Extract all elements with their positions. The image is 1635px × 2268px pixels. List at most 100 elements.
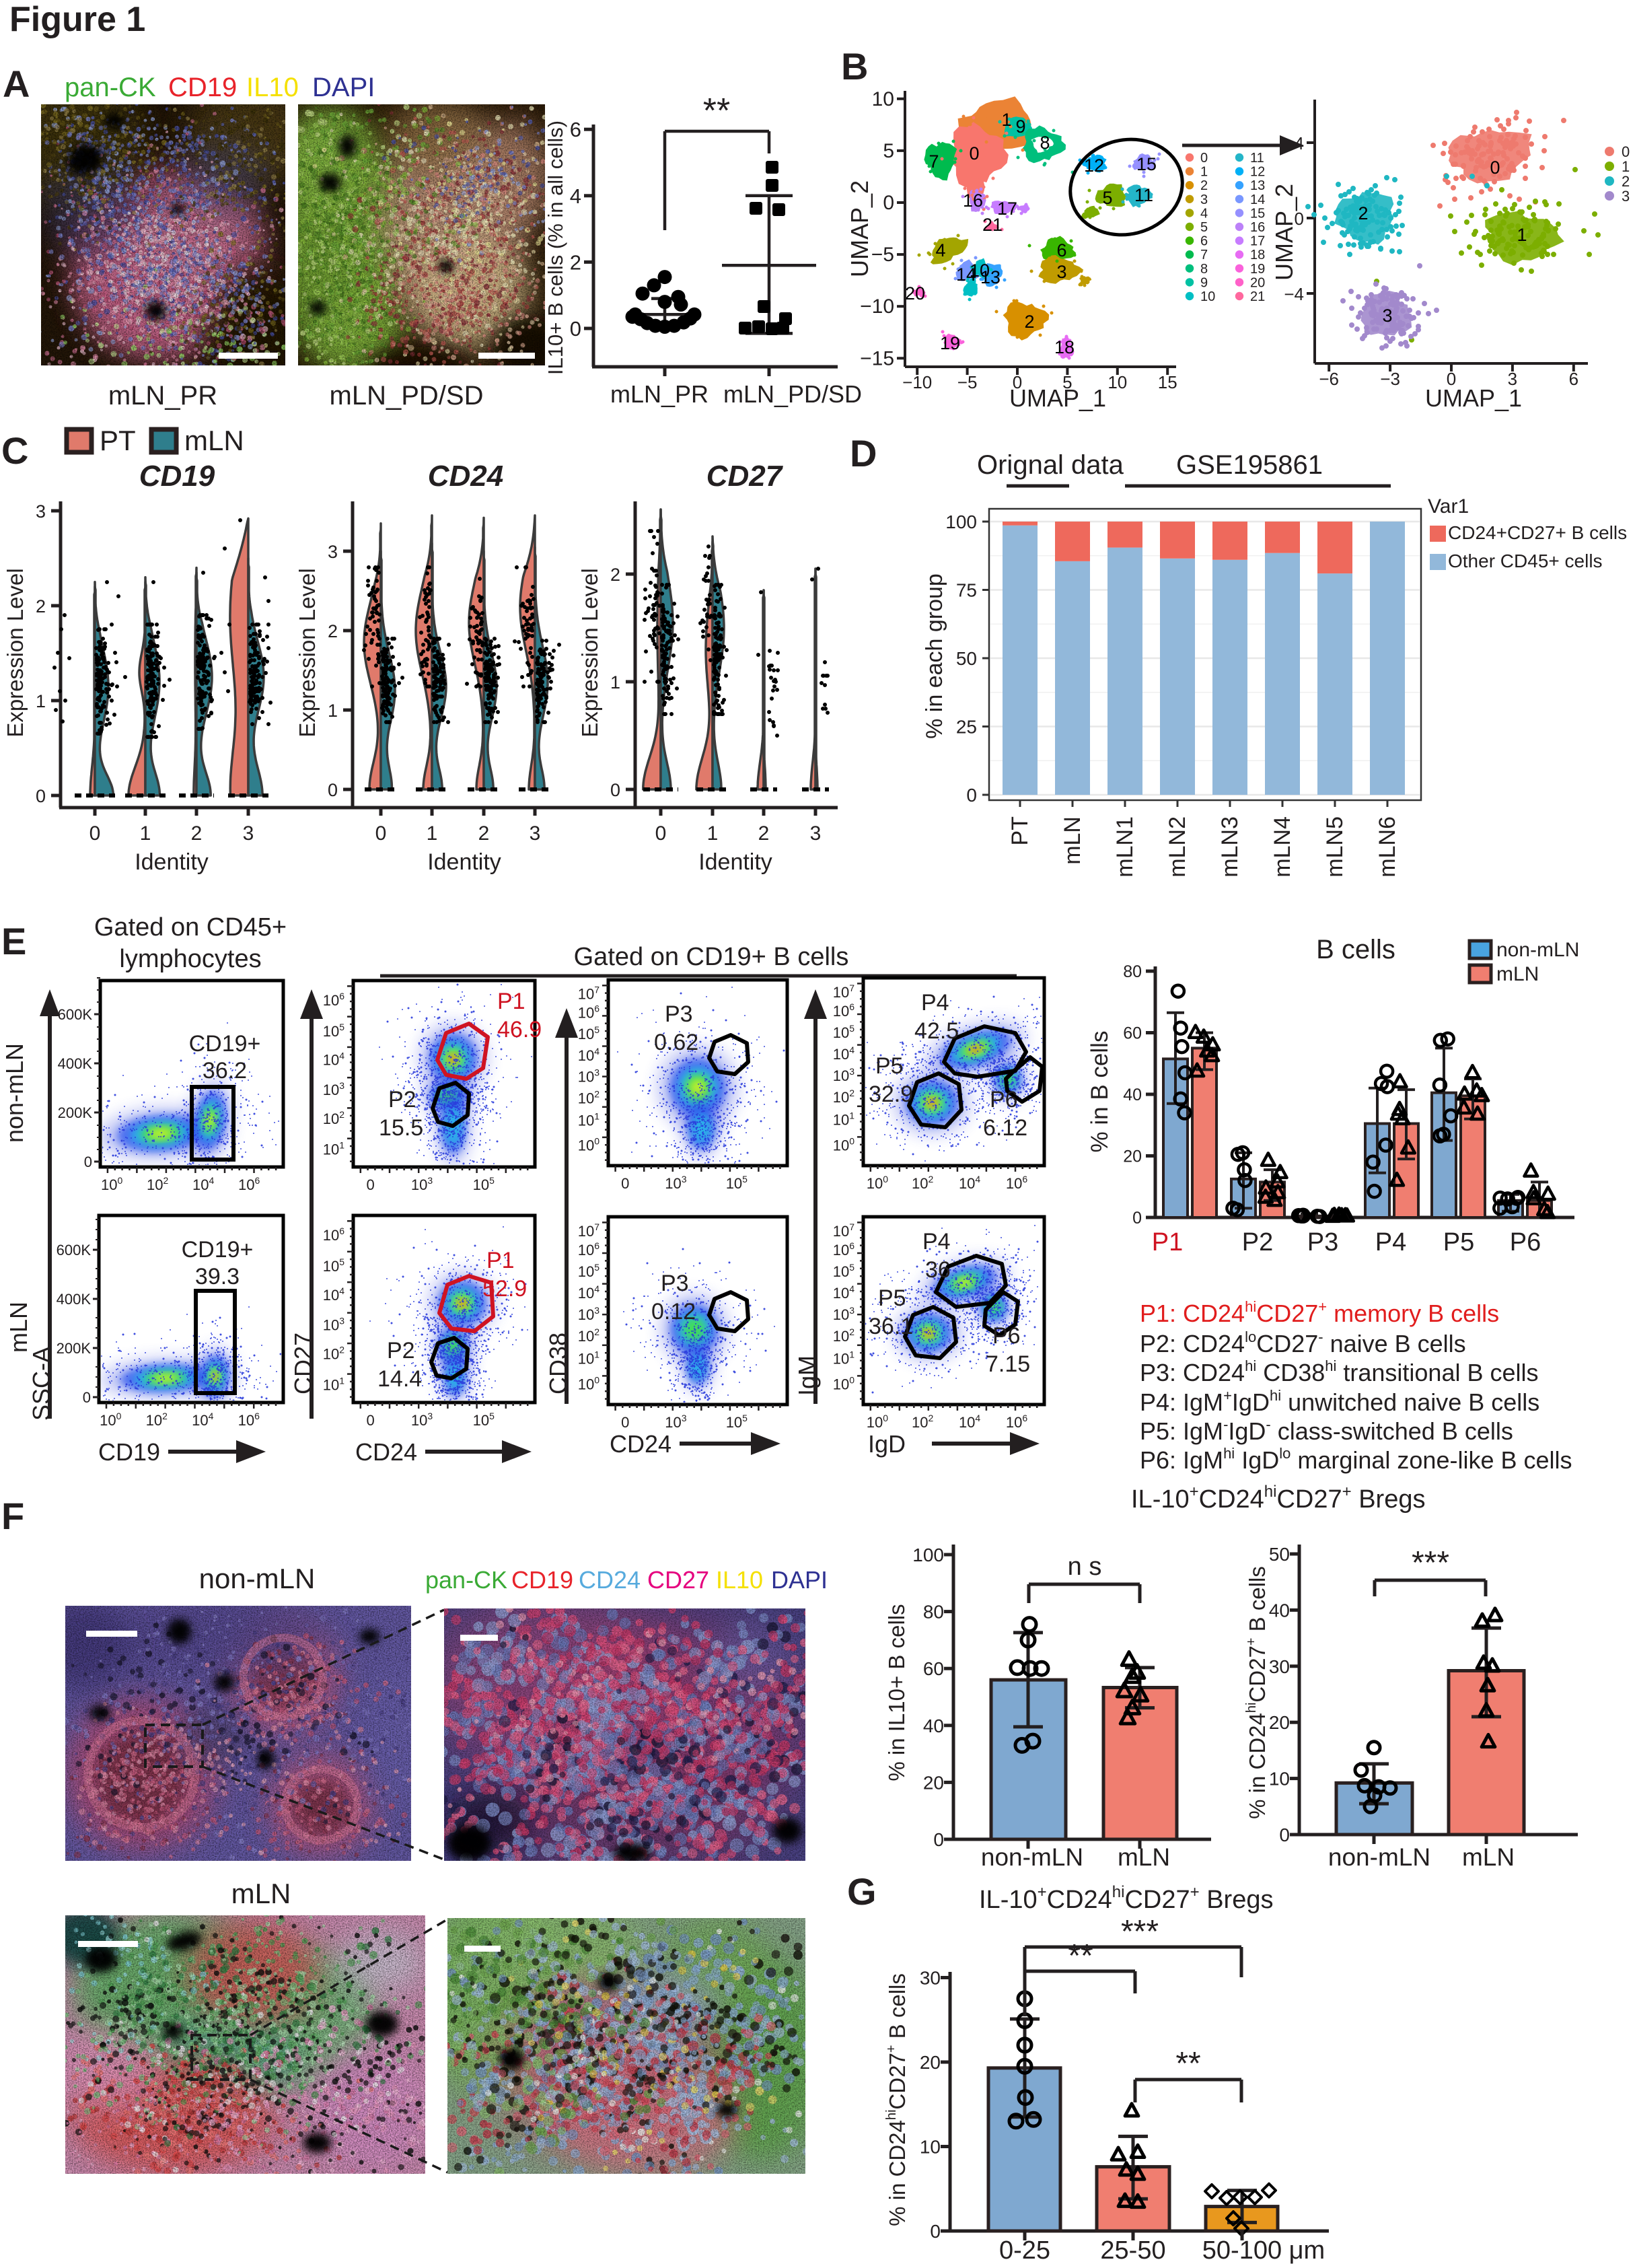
svg-text:4: 4 [935, 240, 945, 260]
svg-text:16: 16 [963, 190, 983, 211]
svg-text:15: 15 [1158, 372, 1177, 392]
svg-text:mLN: mLN [1496, 963, 1539, 985]
svg-text:mLN_PD/SD: mLN_PD/SD [330, 381, 484, 411]
svg-text:1: 1 [36, 691, 46, 711]
svg-text:15: 15 [1136, 154, 1157, 174]
svg-text:UMAP_2: UMAP_2 [846, 180, 873, 277]
svg-text:21: 21 [1250, 289, 1265, 304]
svg-text:0: 0 [328, 780, 338, 800]
svg-text:mLN_PR: mLN_PR [610, 380, 708, 408]
svg-text:UMAP_2: UMAP_2 [1270, 184, 1298, 281]
svg-text:mLN: mLN [231, 1878, 291, 1909]
svg-text:% in CD24hiCD27+ B cells: % in CD24hiCD27+ B cells [884, 1973, 910, 2226]
svg-text:−15: −15 [860, 347, 894, 369]
svg-text:400K: 400K [58, 1055, 93, 1072]
svg-text:mLN: mLN [5, 1302, 32, 1353]
svg-text:60: 60 [923, 1658, 944, 1679]
svg-text:17: 17 [997, 199, 1017, 219]
svg-text:PT: PT [100, 425, 136, 456]
svg-text:11: 11 [1250, 151, 1264, 166]
svg-text:1: 1 [328, 701, 338, 721]
svg-text:36.2: 36.2 [203, 1058, 247, 1084]
svg-text:n s: n s [1068, 1553, 1102, 1581]
svg-text:E: E [1, 920, 26, 962]
svg-text:CD19: CD19 [98, 1438, 160, 1466]
svg-text:8: 8 [1040, 133, 1050, 153]
svg-text:non-mLN: non-mLN [981, 1843, 1083, 1871]
svg-text:0.12: 0.12 [651, 1299, 696, 1324]
svg-text:P5: P5 [878, 1285, 906, 1311]
svg-text:1: 1 [1001, 110, 1011, 130]
svg-text:5: 5 [883, 140, 894, 162]
svg-text:105: 105 [578, 1024, 600, 1042]
svg-text:0: 0 [930, 2221, 941, 2242]
svg-text:0: 0 [1013, 372, 1022, 392]
svg-text:5: 5 [1200, 220, 1208, 235]
svg-text:10: 10 [1107, 372, 1127, 392]
svg-text:18: 18 [1054, 337, 1075, 357]
svg-text:P1: CD24hiCD27+ memory B cells: P1: CD24hiCD27+ memory B cells [1140, 1298, 1499, 1327]
svg-text:50-100 μm: 50-100 μm [1202, 2236, 1325, 2265]
svg-text:Figure 1: Figure 1 [9, 0, 145, 39]
svg-text:IL-10+CD24hiCD27+ Bregs: IL-10+CD24hiCD27+ Bregs [979, 1883, 1273, 1914]
svg-text:mLN5: mLN5 [1322, 816, 1348, 878]
svg-text:mLN: mLN [1462, 1843, 1515, 1871]
svg-text:P1: P1 [1152, 1228, 1183, 1256]
svg-text:P3: P3 [665, 1001, 693, 1027]
svg-text:0: 0 [1490, 157, 1500, 178]
svg-text:CD27: CD27 [647, 1566, 709, 1594]
svg-text:Identity: Identity [427, 849, 501, 875]
svg-text:0: 0 [621, 1175, 629, 1192]
svg-text:−3: −3 [1380, 369, 1400, 389]
svg-text:−6: −6 [1319, 369, 1339, 389]
svg-text:80: 80 [923, 1602, 944, 1623]
svg-text:46.9: 46.9 [497, 1017, 542, 1042]
svg-text:32.9: 32.9 [869, 1082, 913, 1107]
svg-text:Gated on CD19+ B cells: Gated on CD19+ B cells [574, 943, 849, 971]
svg-text:2: 2 [1024, 312, 1034, 332]
svg-text:P4: P4 [921, 990, 949, 1016]
svg-text:104: 104 [833, 1044, 855, 1063]
svg-text:2: 2 [758, 822, 770, 845]
svg-text:40: 40 [1123, 1086, 1142, 1104]
svg-text:−4: −4 [1284, 284, 1304, 304]
svg-text:36.1: 36.1 [869, 1314, 913, 1339]
svg-text:CD19: CD19 [168, 73, 237, 102]
svg-text:0: 0 [89, 822, 101, 845]
svg-text:IL10: IL10 [716, 1566, 763, 1594]
svg-text:**: ** [703, 92, 730, 131]
svg-text:P4: P4 [922, 1229, 951, 1254]
svg-text:P1: P1 [497, 989, 525, 1014]
svg-text:40: 40 [923, 1715, 944, 1736]
svg-text:CD19: CD19 [139, 460, 215, 493]
svg-text:mLN: mLN [1060, 816, 1085, 865]
svg-text:75: 75 [956, 580, 977, 601]
svg-text:***: *** [1412, 1545, 1449, 1581]
svg-text:0: 0 [1200, 151, 1208, 166]
svg-text:6.12: 6.12 [983, 1115, 1027, 1141]
svg-text:4: 4 [1295, 133, 1304, 153]
svg-text:12: 12 [1084, 155, 1104, 176]
svg-text:UMAP_1: UMAP_1 [1425, 384, 1522, 412]
svg-text:105: 105 [323, 1022, 344, 1040]
svg-text:P3: P3 [661, 1271, 689, 1296]
svg-text:2: 2 [191, 822, 203, 845]
svg-text:2: 2 [610, 565, 620, 585]
svg-text:mLN: mLN [184, 425, 244, 456]
svg-text:P5: P5 [875, 1053, 904, 1079]
svg-text:% in IL10+ B cells: % in IL10+ B cells [884, 1604, 909, 1781]
svg-text:% in each group: % in each group [922, 573, 947, 739]
svg-text:CD27: CD27 [706, 460, 784, 493]
svg-text:1: 1 [1622, 158, 1630, 175]
svg-text:52.9: 52.9 [482, 1276, 527, 1302]
svg-text:10: 10 [1269, 1769, 1290, 1789]
svg-text:10: 10 [1200, 289, 1215, 304]
svg-text:P1: P1 [486, 1248, 515, 1273]
svg-text:CD24+CD27+ B cells: CD24+CD27+ B cells [1448, 522, 1627, 543]
svg-text:IL10: IL10 [246, 73, 299, 102]
svg-text:1: 1 [707, 822, 719, 845]
svg-text:0: 0 [966, 785, 977, 806]
svg-text:mLN_PD/SD: mLN_PD/SD [723, 380, 862, 408]
svg-text:60: 60 [1123, 1024, 1142, 1043]
svg-text:14.4: 14.4 [377, 1366, 422, 1392]
